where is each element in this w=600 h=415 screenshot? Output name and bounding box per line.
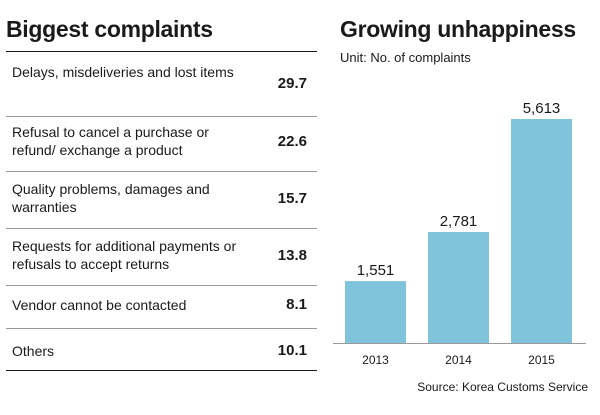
source-note: Source: Korea Customs Service — [417, 380, 588, 394]
complaint-label: Refusal to cancel a purchase or refund/ … — [12, 124, 209, 158]
complaint-row: Refusal to cancel a purchase or refund/ … — [6, 117, 317, 172]
complaint-value: 8.1 — [286, 296, 307, 313]
complaint-label: Delays, misdeliveries and lost items — [12, 64, 234, 80]
complaint-value: 15.7 — [277, 190, 307, 207]
bottom-rule — [6, 370, 317, 371]
complaint-value: 13.8 — [277, 247, 307, 264]
complaint-value: 10.1 — [277, 342, 307, 359]
row-divider — [6, 171, 317, 172]
complaint-label: Requests for additional payments or refu… — [12, 238, 237, 272]
unit-label: Unit: No. of complaints — [340, 50, 471, 65]
row-divider — [6, 228, 317, 229]
complaint-label: Others — [12, 343, 55, 359]
complaint-row: Vendor cannot be contacted 8.1 — [6, 288, 317, 329]
x-tick-label: 2015 — [528, 353, 555, 367]
complaint-label: Quality problems, damages and warranties — [12, 181, 210, 215]
title-rule — [6, 51, 317, 52]
row-divider — [6, 328, 317, 329]
chart-title: Growing unhappiness — [340, 16, 576, 42]
complaint-value: 29.7 — [277, 75, 307, 92]
row-divider — [6, 285, 317, 286]
complaint-row: Others 10.1 — [6, 333, 317, 369]
bar-value-label: 2,781 — [440, 213, 478, 230]
complaint-row: Requests for additional payments or refu… — [6, 231, 317, 286]
x-tick-label: 2013 — [362, 353, 389, 367]
bar-2015 — [511, 119, 572, 343]
bar-2013 — [345, 281, 406, 343]
complaint-label: Vendor cannot be contacted — [12, 297, 187, 313]
row-divider — [6, 116, 317, 117]
x-tick-label: 2014 — [445, 353, 472, 367]
complaint-row: Delays, misdeliveries and lost items 29.… — [6, 59, 317, 117]
bar-value-label: 1,551 — [357, 262, 395, 279]
complaint-value: 22.6 — [277, 133, 307, 150]
complaints-title: Biggest complaints — [6, 16, 213, 42]
bar-2014 — [428, 232, 489, 343]
bar-value-label: 5,613 — [523, 100, 561, 117]
complaint-row: Quality problems, damages and warranties… — [6, 174, 317, 229]
